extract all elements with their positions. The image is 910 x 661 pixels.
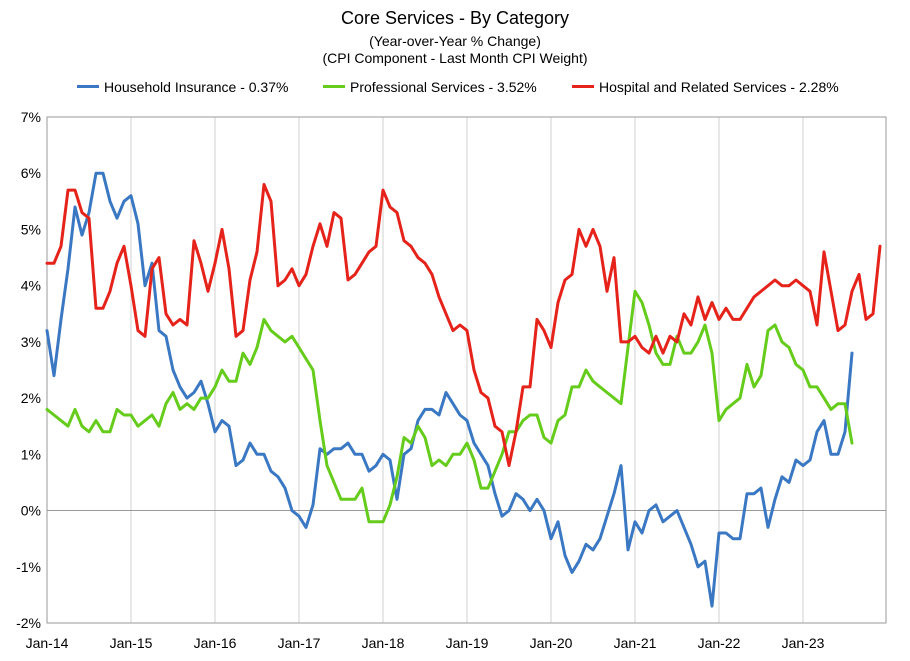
x-tick-label: Jan-17 [278, 635, 321, 651]
legend-label: Household Insurance - 0.37% [104, 79, 289, 95]
y-tick-label: 5% [21, 221, 41, 237]
x-tick-label: Jan-23 [782, 635, 825, 651]
legend-swatch [77, 84, 99, 88]
chart-subtitle-1: (Year-over-Year % Change) [369, 33, 541, 49]
legend-label: Professional Services - 3.52% [350, 79, 537, 95]
legend-swatch [323, 84, 345, 88]
legend-item-professional-services: Professional Services - 3.52% [323, 79, 537, 95]
legend-item-household-insurance: Household Insurance - 0.37% [77, 79, 288, 95]
y-tick-label: 0% [21, 503, 41, 519]
x-tick-label: Jan-22 [698, 635, 741, 651]
legend-swatch [572, 84, 594, 88]
x-tick-label: Jan-21 [614, 635, 657, 651]
x-tick-label: Jan-19 [446, 635, 489, 651]
legend-item-hospital-services: Hospital and Related Services - 2.28% [572, 79, 839, 95]
y-tick-label: 4% [21, 278, 41, 294]
y-tick-label: 2% [21, 390, 41, 406]
y-tick-label: 1% [21, 446, 41, 462]
chart-legend: Household Insurance - 0.37% Professional… [0, 79, 910, 99]
y-tick-label: 7% [21, 109, 41, 125]
x-tick-label: Jan-20 [530, 635, 573, 651]
y-tick-label: 6% [21, 165, 41, 181]
y-tick-label: -1% [16, 559, 41, 575]
x-tick-label: Jan-16 [194, 635, 237, 651]
series-line-0 [45, 171, 854, 608]
x-tick-label: Jan-14 [26, 635, 69, 651]
x-tick-label: Jan-18 [362, 635, 405, 651]
chart-subtitle-2: (CPI Component - Last Month CPI Weight) [322, 50, 588, 66]
series-line-1 [45, 289, 854, 524]
series-line-2 [45, 183, 882, 468]
y-tick-label: -2% [16, 615, 41, 631]
plot-area-border [46, 116, 887, 624]
legend-label: Hospital and Related Services - 2.28% [599, 79, 839, 95]
y-tick-label: 3% [21, 334, 41, 350]
x-tick-label: Jan-15 [110, 635, 153, 651]
chart-title: Core Services - By Category [340, 8, 570, 28]
